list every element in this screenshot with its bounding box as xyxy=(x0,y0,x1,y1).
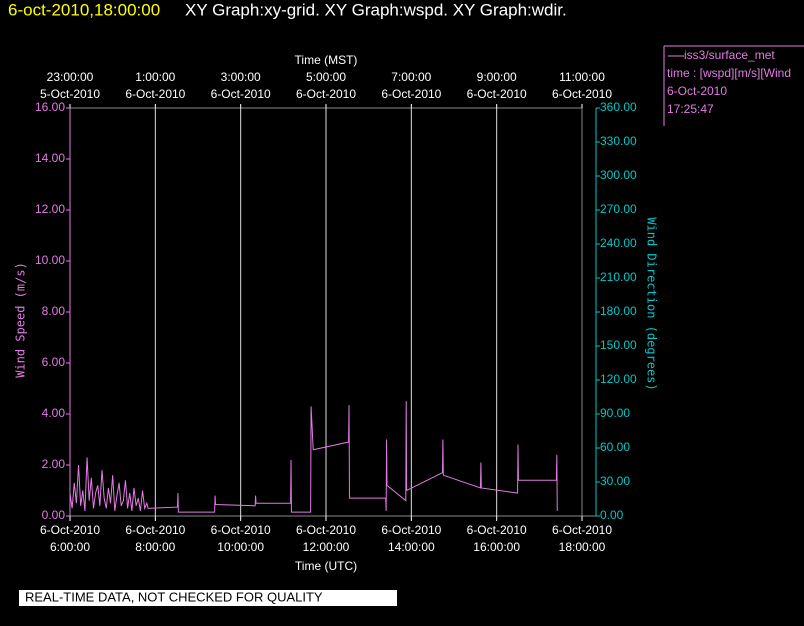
y2-tick-label: 240.00 xyxy=(600,236,637,250)
y-tick-label: 0.00 xyxy=(42,508,66,522)
timestamp: 6-oct-2010,18:00:00 xyxy=(8,0,160,19)
x2-tick-label: 5-Oct-2010 xyxy=(40,87,100,101)
y2-tick-label: 150.00 xyxy=(600,338,637,352)
y-tick-label: 8.00 xyxy=(42,304,66,318)
y2-axis-label: Wind Direction (degrees) xyxy=(645,217,659,390)
x-tick-label: 6:00:00 xyxy=(50,540,90,554)
y-tick-label: 16.00 xyxy=(35,100,65,114)
y-tick-label: 10.00 xyxy=(35,253,65,267)
y-axis-label: Wind Speed (m/s) xyxy=(14,262,28,378)
x2-tick-label: 9:00:00 xyxy=(477,70,517,84)
x2-tick-label: 6-Oct-2010 xyxy=(552,87,612,101)
legend-label: iss3/surface_met xyxy=(684,48,775,62)
y2-tick-label: 0.00 xyxy=(600,508,624,522)
x-tick-label: 12:00:00 xyxy=(303,540,350,554)
x-tick-label: 6-Oct-2010 xyxy=(40,523,100,537)
y2-tick-label: 60.00 xyxy=(600,440,630,454)
y-tick-label: 12.00 xyxy=(35,202,65,216)
x2-tick-label: 7:00:00 xyxy=(391,70,431,84)
x2-tick-label: 6-Oct-2010 xyxy=(211,87,271,101)
y2-tick-label: 210.00 xyxy=(600,270,637,284)
y2-tick-label: 180.00 xyxy=(600,304,637,318)
x2-tick-label: 3:00:00 xyxy=(221,70,261,84)
y-tick-label: 4.00 xyxy=(42,406,66,420)
x2-tick-label: 6-Oct-2010 xyxy=(381,87,441,101)
header-title: XY Graph:xy-grid. XY Graph:wspd. XY Grap… xyxy=(185,0,567,19)
y2-tick-label: 120.00 xyxy=(600,372,637,386)
y2-tick-label: 270.00 xyxy=(600,202,637,216)
y2-tick-label: 30.00 xyxy=(600,474,630,488)
x-tick-label: 6-Oct-2010 xyxy=(552,523,612,537)
x-tick-label: 10:00:00 xyxy=(217,540,264,554)
legend-info: 17:25:47 xyxy=(667,102,714,116)
y2-tick-label: 300.00 xyxy=(600,168,637,182)
x-axis-label: Time (UTC) xyxy=(295,559,357,573)
legend-info: 6-Oct-2010 xyxy=(667,84,727,98)
x-tick-label: 16:00:00 xyxy=(473,540,520,554)
x2-tick-label: 5:00:00 xyxy=(306,70,346,84)
x2-tick-label: 1:00:00 xyxy=(135,70,175,84)
legend-info: time : [wspd][m/s][Wind xyxy=(667,66,791,80)
x-tick-label: 8:00:00 xyxy=(135,540,175,554)
x-tick-label: 6-Oct-2010 xyxy=(211,523,271,537)
x-tick-label: 6-Oct-2010 xyxy=(296,523,356,537)
y2-tick-label: 90.00 xyxy=(600,406,630,420)
x2-tick-label: 6-Oct-2010 xyxy=(296,87,356,101)
x2-tick-label: 11:00:00 xyxy=(559,70,605,84)
notice-box xyxy=(19,590,397,606)
series-line xyxy=(69,401,558,513)
x-tick-label: 6-Oct-2010 xyxy=(125,523,185,537)
x-tick-label: 6-Oct-2010 xyxy=(381,523,441,537)
notice: REAL-TIME DATA, NOT CHECKED FOR QUALITY xyxy=(25,589,323,604)
x2-tick-label: 23:00:00 xyxy=(47,70,94,84)
x-tick-label: 6-Oct-2010 xyxy=(467,523,527,537)
y2-tick-label: 330.00 xyxy=(600,134,637,148)
x2-tick-label: 6-Oct-2010 xyxy=(125,87,185,101)
x2-axis-label: Time (MST) xyxy=(295,53,358,67)
x-tick-label: 14:00:00 xyxy=(388,540,435,554)
y2-tick-label: 360.00 xyxy=(600,100,637,114)
y-tick-label: 14.00 xyxy=(35,151,65,165)
y-tick-label: 6.00 xyxy=(42,355,66,369)
y-tick-label: 2.00 xyxy=(42,457,66,471)
x2-tick-label: 6-Oct-2010 xyxy=(467,87,527,101)
x-tick-label: 18:00:00 xyxy=(559,540,606,554)
